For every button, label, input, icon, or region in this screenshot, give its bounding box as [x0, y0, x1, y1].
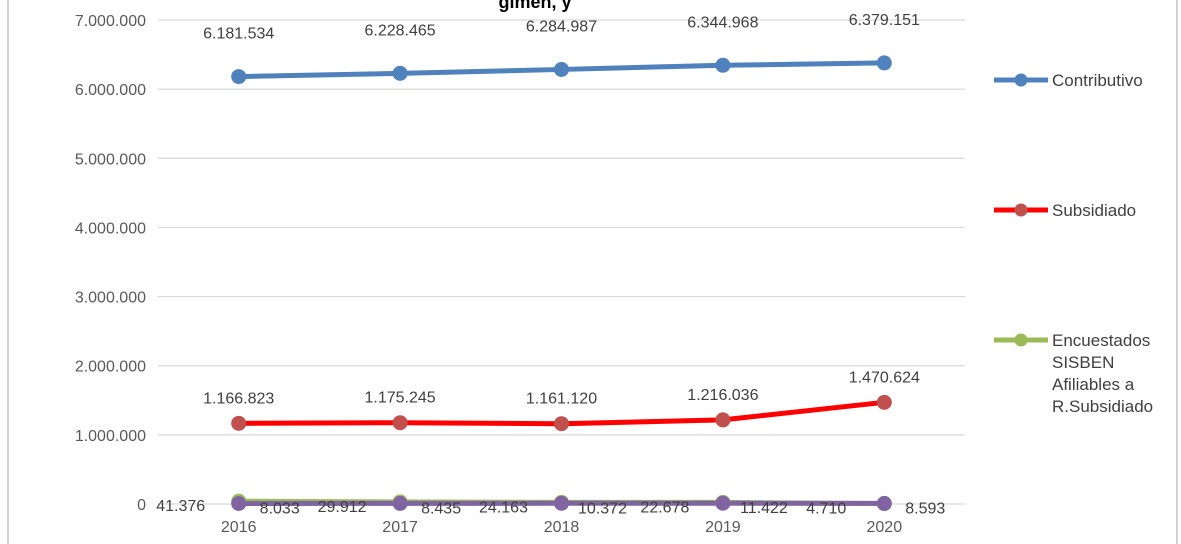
series-lines: [236, 60, 887, 507]
series-markers: [231, 55, 892, 512]
data-point-0-1: [392, 65, 408, 81]
data-point-3-2: [554, 495, 569, 511]
y-tick-label: 0: [137, 497, 146, 514]
y-tick-label: 5.000.000: [75, 151, 146, 168]
legend-swatch-marker-1: [1014, 203, 1028, 217]
data-label-1-4: 1.470.624: [849, 369, 920, 386]
data-point-3-1: [392, 495, 408, 511]
data-point-3-4: [876, 495, 892, 511]
chart-title: gimen, y: [498, 0, 571, 12]
gridlines: [158, 19, 965, 505]
data-label-3-0: 8.033: [260, 500, 300, 517]
data-label-3-4: 8.593: [905, 500, 945, 517]
x-axis: 2016 2017 2018 2019 2020: [221, 519, 902, 536]
legend-label-2: SISBEN: [1052, 353, 1114, 372]
y-axis: 0 1.000.000 2.000.000 3.000.000 4.000.000 5.0…: [75, 13, 146, 514]
legend-swatch-marker-0: [1014, 73, 1028, 87]
data-point-3-3: [715, 495, 731, 511]
y-tick-label: 6.000.000: [75, 82, 146, 99]
legend-label-2: R.Subsidiado: [1052, 397, 1153, 416]
y-tick-label: 7.000.000: [75, 13, 146, 30]
data-label-2-1: 29.912: [318, 499, 367, 516]
legend-label-2: Encuestados: [1052, 331, 1150, 350]
data-label-1-0: 1.166.823: [203, 390, 274, 407]
data-point-1-1: [392, 415, 408, 431]
data-label-3-2: 10.372: [578, 500, 627, 517]
data-label-0-1: 6.228.465: [365, 22, 436, 39]
legend-label-0: Contributivo: [1052, 71, 1143, 90]
x-tick-label: 2018: [544, 519, 580, 536]
data-labels: 6.181.534 6.228.465 6.284.987 6.344.968 6.37…: [156, 12, 945, 518]
data-point-0-2: [554, 61, 569, 77]
data-point-1-4: [876, 394, 892, 410]
data-point-1-0: [231, 415, 247, 431]
data-label-0-0: 6.181.534: [203, 26, 274, 43]
data-label-0-2: 6.284.987: [526, 18, 597, 35]
data-label-2-2: 24.163: [479, 499, 528, 516]
legend: Contributivo Subsidiado Encuestados SISBEN A…: [994, 71, 1153, 416]
x-tick-label: 2017: [382, 519, 418, 536]
data-point-0-4: [876, 55, 892, 71]
y-tick-label: 2.000.000: [75, 359, 146, 376]
legend-label-2: Afiliables a: [1052, 375, 1135, 394]
data-label-2-3: 22.678: [640, 499, 689, 516]
y-tick-label: 3.000.000: [75, 290, 146, 307]
y-tick-label: 4.000.000: [75, 220, 146, 237]
data-label-3-1: 8.435: [421, 500, 461, 517]
data-label-0-3: 6.344.968: [687, 14, 758, 31]
data-label-1-3: 1.216.036: [687, 387, 758, 404]
data-point-0-3: [715, 57, 731, 73]
x-tick-label: 2019: [705, 519, 741, 536]
data-point-1-2: [554, 416, 569, 432]
data-point-0-0: [231, 69, 247, 85]
x-tick-label: 2020: [867, 519, 903, 536]
data-label-0-4: 6.379.151: [849, 12, 920, 29]
data-label-1-1: 1.175.245: [365, 390, 436, 407]
legend-swatch-marker-2: [1014, 333, 1028, 347]
legend-label-1: Subsidiado: [1052, 201, 1136, 220]
data-label-2-0: 41.376: [156, 498, 205, 515]
data-label-3-3: 11.422: [740, 500, 788, 517]
data-point-1-3: [715, 412, 731, 428]
data-label-2-4: 4.710: [806, 501, 846, 518]
x-tick-label: 2016: [221, 519, 257, 536]
y-tick-label: 1.000.000: [75, 428, 146, 445]
data-label-1-2: 1.161.120: [526, 391, 597, 408]
data-point-3-0: [231, 495, 247, 511]
